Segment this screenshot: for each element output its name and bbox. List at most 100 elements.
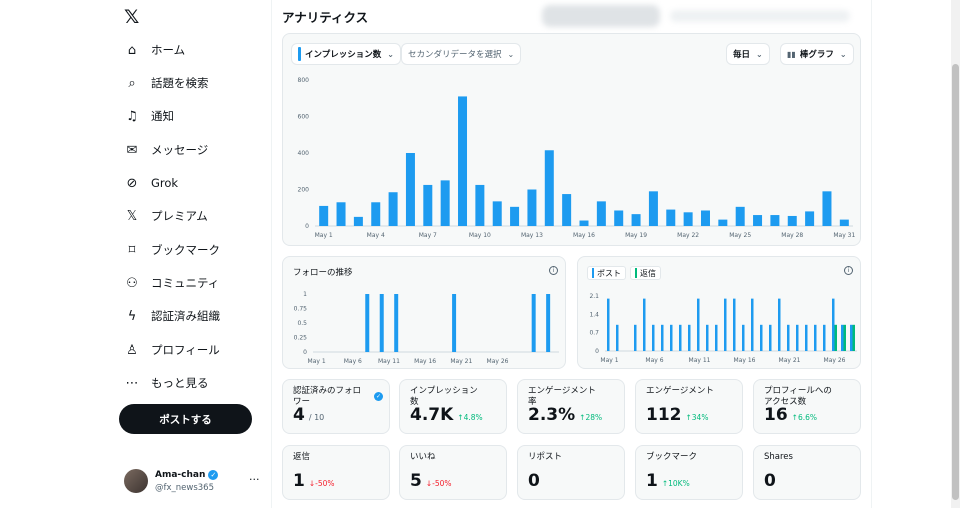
- stat-card[interactable]: Shares 0: [753, 445, 861, 500]
- chart-bar[interactable]: [852, 324, 856, 351]
- post-button[interactable]: ポストする: [119, 404, 252, 434]
- chart-bar[interactable]: [822, 191, 832, 226]
- chart-bar[interactable]: [769, 324, 772, 351]
- secondary-data-select[interactable]: セカンダリデータを選択 ⌄: [401, 43, 522, 65]
- stat-card[interactable]: エンゲージメント率 2.3% ↑28%: [517, 379, 625, 434]
- chart-bar[interactable]: [834, 324, 838, 351]
- nav-item-6[interactable]: ⌑ ブックマーク: [124, 237, 220, 263]
- chart-bar[interactable]: [458, 96, 468, 226]
- chart-bar[interactable]: [778, 298, 781, 351]
- chart-bar[interactable]: [787, 324, 790, 351]
- chart-bar[interactable]: [823, 324, 826, 351]
- chart-bar[interactable]: [527, 189, 537, 227]
- stat-card[interactable]: ブックマーク 1 ↑10K%: [635, 445, 743, 500]
- legend-posts[interactable]: ポスト: [587, 266, 626, 280]
- chart-bar[interactable]: [724, 298, 727, 351]
- chart-bar[interactable]: [544, 150, 554, 226]
- chart-bar[interactable]: [405, 153, 415, 226]
- chart-bar[interactable]: [661, 324, 664, 351]
- chart-bar[interactable]: [805, 324, 808, 351]
- nav-item-5[interactable]: 𝕏 プレミアム: [124, 203, 208, 229]
- chart-bar[interactable]: [850, 324, 853, 351]
- nav-item-8[interactable]: ϟ 認証済み組織: [124, 303, 220, 329]
- chart-bar[interactable]: [814, 324, 817, 351]
- period-select[interactable]: 毎日 ⌄: [726, 43, 770, 65]
- chart-bar[interactable]: [796, 324, 799, 351]
- chart-bar[interactable]: [697, 298, 700, 351]
- stat-card[interactable]: 返信 1 ↓-50%: [282, 445, 390, 500]
- chart-bar[interactable]: [760, 324, 763, 351]
- chart-bar[interactable]: [666, 209, 676, 226]
- chart-bar[interactable]: [706, 324, 709, 351]
- chart-bar[interactable]: [715, 324, 718, 351]
- nav-item-0[interactable]: ⌂ ホーム: [124, 37, 185, 63]
- chart-bar[interactable]: [353, 216, 363, 226]
- chart-bar[interactable]: [832, 298, 835, 351]
- chart-bar[interactable]: [700, 210, 710, 226]
- chart-bar[interactable]: [365, 294, 370, 352]
- chart-bar[interactable]: [388, 192, 398, 226]
- chart-bar[interactable]: [634, 324, 637, 351]
- chart-bar[interactable]: [492, 201, 502, 226]
- chart-bar[interactable]: [733, 298, 736, 351]
- chart-bar[interactable]: [546, 294, 551, 352]
- more-icon[interactable]: ···: [249, 473, 260, 486]
- chart-bar[interactable]: [452, 294, 457, 352]
- chart-bar[interactable]: [843, 324, 847, 351]
- chart-bar[interactable]: [643, 298, 646, 351]
- nav-item-9[interactable]: ♙ プロフィール: [124, 337, 220, 363]
- chart-bar[interactable]: [607, 298, 610, 351]
- chart-bar[interactable]: [562, 194, 572, 226]
- chart-bar[interactable]: [670, 324, 673, 351]
- chart-bar[interactable]: [440, 180, 450, 226]
- chart-bar[interactable]: [742, 324, 745, 351]
- chart-bar[interactable]: [753, 215, 763, 226]
- info-icon[interactable]: i: [549, 266, 558, 275]
- nav-item-7[interactable]: ⚇ コミュニティ: [124, 270, 219, 296]
- nav-item-10[interactable]: ⋯ もっと見る: [124, 370, 209, 396]
- chart-bar[interactable]: [718, 219, 728, 226]
- chart-bar[interactable]: [631, 214, 641, 226]
- chart-bar[interactable]: [379, 294, 384, 352]
- chart-bar[interactable]: [579, 220, 589, 226]
- chart-bar[interactable]: [683, 212, 693, 226]
- nav-item-2[interactable]: ♫ 通知: [124, 103, 174, 129]
- chart-bar[interactable]: [616, 324, 619, 351]
- nav-item-4[interactable]: ⊘ Grok: [124, 170, 179, 196]
- chart-bar[interactable]: [614, 210, 624, 226]
- stat-card[interactable]: いいね 5 ↓-50%: [399, 445, 507, 500]
- chart-bar[interactable]: [652, 324, 655, 351]
- nav-item-1[interactable]: ⌕ 話題を検索: [124, 70, 208, 96]
- stat-card[interactable]: エンゲージメント 112 ↑34%: [635, 379, 743, 434]
- info-icon[interactable]: i: [844, 266, 853, 275]
- chart-bar[interactable]: [679, 324, 682, 351]
- chart-bar[interactable]: [475, 184, 485, 226]
- chart-bar[interactable]: [770, 215, 780, 226]
- chart-type-select[interactable]: ▮▮ 棒グラフ ⌄: [780, 43, 854, 65]
- chart-bar[interactable]: [648, 191, 658, 226]
- chart-bar[interactable]: [787, 215, 797, 226]
- stat-card[interactable]: プロフィールへのアクセス数 16 ↑6.6%: [753, 379, 861, 434]
- chart-bar[interactable]: [423, 184, 433, 226]
- chart-bar[interactable]: [510, 206, 520, 226]
- chart-bar[interactable]: [805, 211, 815, 226]
- chart-bar[interactable]: [751, 298, 754, 351]
- account-switcher[interactable]: Ama-chan ✓ @fx_news365 ···: [124, 469, 264, 497]
- stat-card[interactable]: 認証済みのフォロワー ✓ 4/ 10: [282, 379, 390, 434]
- chart-bar[interactable]: [839, 219, 849, 226]
- chart-bar[interactable]: [841, 324, 844, 351]
- stat-card[interactable]: インプレッション数 4.7K ↑4.8%: [399, 379, 507, 434]
- legend-replies[interactable]: 返信: [630, 266, 661, 280]
- scrollbar-thumb[interactable]: [952, 64, 959, 500]
- nav-item-3[interactable]: ✉ メッセージ: [124, 137, 209, 163]
- chart-bar[interactable]: [336, 202, 346, 226]
- chart-bar[interactable]: [531, 294, 536, 352]
- chart-bar[interactable]: [596, 201, 606, 226]
- metric-select[interactable]: インプレッション数 ⌄: [291, 43, 401, 65]
- chart-bar[interactable]: [394, 294, 399, 352]
- chart-bar[interactable]: [319, 205, 329, 226]
- chart-bar[interactable]: [688, 324, 691, 351]
- x-logo-icon[interactable]: 𝕏: [124, 6, 140, 28]
- stat-card[interactable]: リポスト 0: [517, 445, 625, 500]
- chart-bar[interactable]: [371, 202, 381, 226]
